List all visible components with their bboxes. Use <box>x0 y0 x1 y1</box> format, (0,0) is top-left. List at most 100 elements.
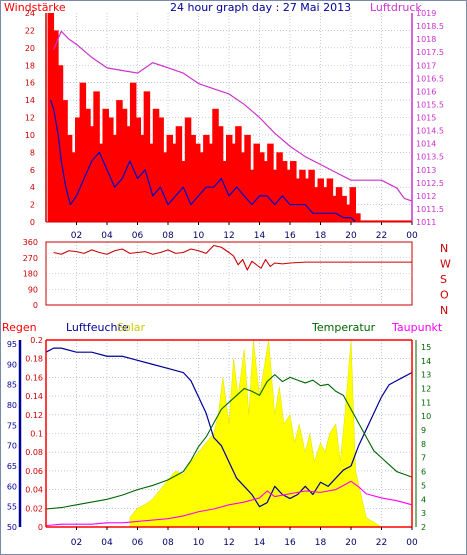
x-tick-label: 08 <box>162 538 174 548</box>
gust-bar <box>148 143 155 222</box>
rain-tick-label: 0.2 <box>30 336 43 345</box>
x-tick-label: 10 <box>193 231 205 241</box>
gust-bar <box>52 30 59 222</box>
humidity-axis-label: Luftfeuchte <box>66 321 129 334</box>
gust-bar <box>161 152 169 222</box>
x-tick-label: 20 <box>345 538 357 548</box>
panel-frame <box>45 241 413 306</box>
gust-bar <box>267 143 274 222</box>
right-tick-label: 1012.5 <box>416 179 444 188</box>
gust-bar <box>308 169 315 222</box>
gust-bar <box>285 169 292 222</box>
gust-bar <box>317 178 324 222</box>
gust-bar <box>56 65 64 222</box>
gust-bar <box>221 161 228 222</box>
rain-tick-label: 0.04 <box>25 486 43 495</box>
x-tick-label: 08 <box>162 231 174 241</box>
right-tick-label: 1013 <box>416 166 436 175</box>
temperature-tick-label: 5 <box>421 481 426 490</box>
gust-bar <box>157 117 164 222</box>
gust-bar <box>253 143 260 222</box>
rain-tick-label: 0.18 <box>25 355 43 364</box>
wind-axis-label: Windstärke <box>4 1 66 14</box>
gust-bar <box>340 195 347 222</box>
humidity-tick-label: 70 <box>7 442 17 451</box>
left-tick-label: 90 <box>28 285 38 294</box>
gust-bar <box>75 117 82 222</box>
gust-bar <box>152 108 160 222</box>
gust-bar <box>193 143 201 222</box>
temperature-tick-label: 3 <box>421 509 426 518</box>
solar-label: Solar <box>117 321 146 334</box>
x-tick-label: 06 <box>132 231 144 241</box>
pressure-line <box>53 30 413 202</box>
gust-bar <box>139 134 146 222</box>
left-tick-label: 16 <box>25 79 35 88</box>
gust-bar <box>212 108 219 222</box>
right-tick-label: 1018.5 <box>416 22 444 31</box>
gust-bar <box>203 134 210 222</box>
gust-bar <box>171 143 178 222</box>
temperature-axis-label: Temperatur <box>311 321 376 334</box>
temperature-tick-label: 10 <box>421 412 431 421</box>
humidity-tick-label: 85 <box>7 381 17 390</box>
gust-bar <box>322 187 329 222</box>
gust-bar <box>207 143 215 222</box>
left-tick-label: 0 <box>30 218 35 227</box>
right-tick-label: 1016 <box>416 87 436 96</box>
left-tick-label: 20 <box>25 44 35 53</box>
x-tick-label: 06 <box>132 538 144 548</box>
right-tick-label: 1014.5 <box>416 127 444 136</box>
gust-bar <box>235 126 242 222</box>
left-tick-label: 270 <box>23 254 38 263</box>
gust-bar <box>120 108 128 222</box>
rain-tick-label: 0.12 <box>25 411 43 420</box>
rain-tick-label: 0.16 <box>25 373 43 382</box>
dewpoint-axis-label: Taupunkt <box>391 321 443 334</box>
gust-bar <box>230 143 238 222</box>
gust-bar <box>134 117 141 222</box>
gust-bar <box>349 187 357 222</box>
x-tick-label: 22 <box>376 231 387 241</box>
gust-bar <box>97 143 105 222</box>
temperature-tick-label: 14 <box>421 357 431 366</box>
rain-tick-label: 0.08 <box>25 448 43 457</box>
gust-bar <box>276 152 283 222</box>
gust-bar <box>61 100 68 222</box>
humidity-tick-label: 80 <box>7 401 17 410</box>
left-tick-label: 360 <box>23 238 38 247</box>
pressure-axis-label: Luftdruck <box>370 1 422 14</box>
humidity-tick-label: 65 <box>7 462 17 471</box>
gust-bar <box>299 169 306 222</box>
rain-tick-label: 0.06 <box>25 467 43 476</box>
x-tick-label: 16 <box>284 538 296 548</box>
x-tick-label: 18 <box>315 231 327 241</box>
gust-bar <box>79 82 87 223</box>
gust-bar <box>88 126 96 222</box>
gust-bar <box>184 117 192 222</box>
gust-bar <box>326 178 334 222</box>
temperature-line <box>45 374 413 510</box>
x-tick-label: 00 <box>406 538 418 548</box>
gust-bar <box>294 178 302 222</box>
temperature-tick-label: 4 <box>421 495 426 504</box>
gust-bar <box>107 117 114 222</box>
x-tick-label: 18 <box>315 538 327 548</box>
right-tick-label: 1013.5 <box>416 153 444 162</box>
x-tick-label: 02 <box>71 538 82 548</box>
gust-bar <box>216 126 224 222</box>
gust-bar <box>125 126 132 222</box>
gust-bar <box>175 126 183 222</box>
left-tick-label: 0 <box>33 301 38 310</box>
gust-bar <box>166 134 174 222</box>
humidity-tick-label: 55 <box>7 503 17 512</box>
gust-bar <box>244 134 251 222</box>
gust-bar <box>290 161 297 222</box>
x-tick-label: 04 <box>101 231 113 241</box>
temperature-tick-label: 7 <box>421 454 426 463</box>
rain-humidity-temperature-panel: 0.2 0.18 0.16 0.14 0.12 0.1 0.08 0.06 0.04 0.02 0 9… <box>7 336 431 548</box>
right-tick-label: 1012 <box>416 192 436 201</box>
